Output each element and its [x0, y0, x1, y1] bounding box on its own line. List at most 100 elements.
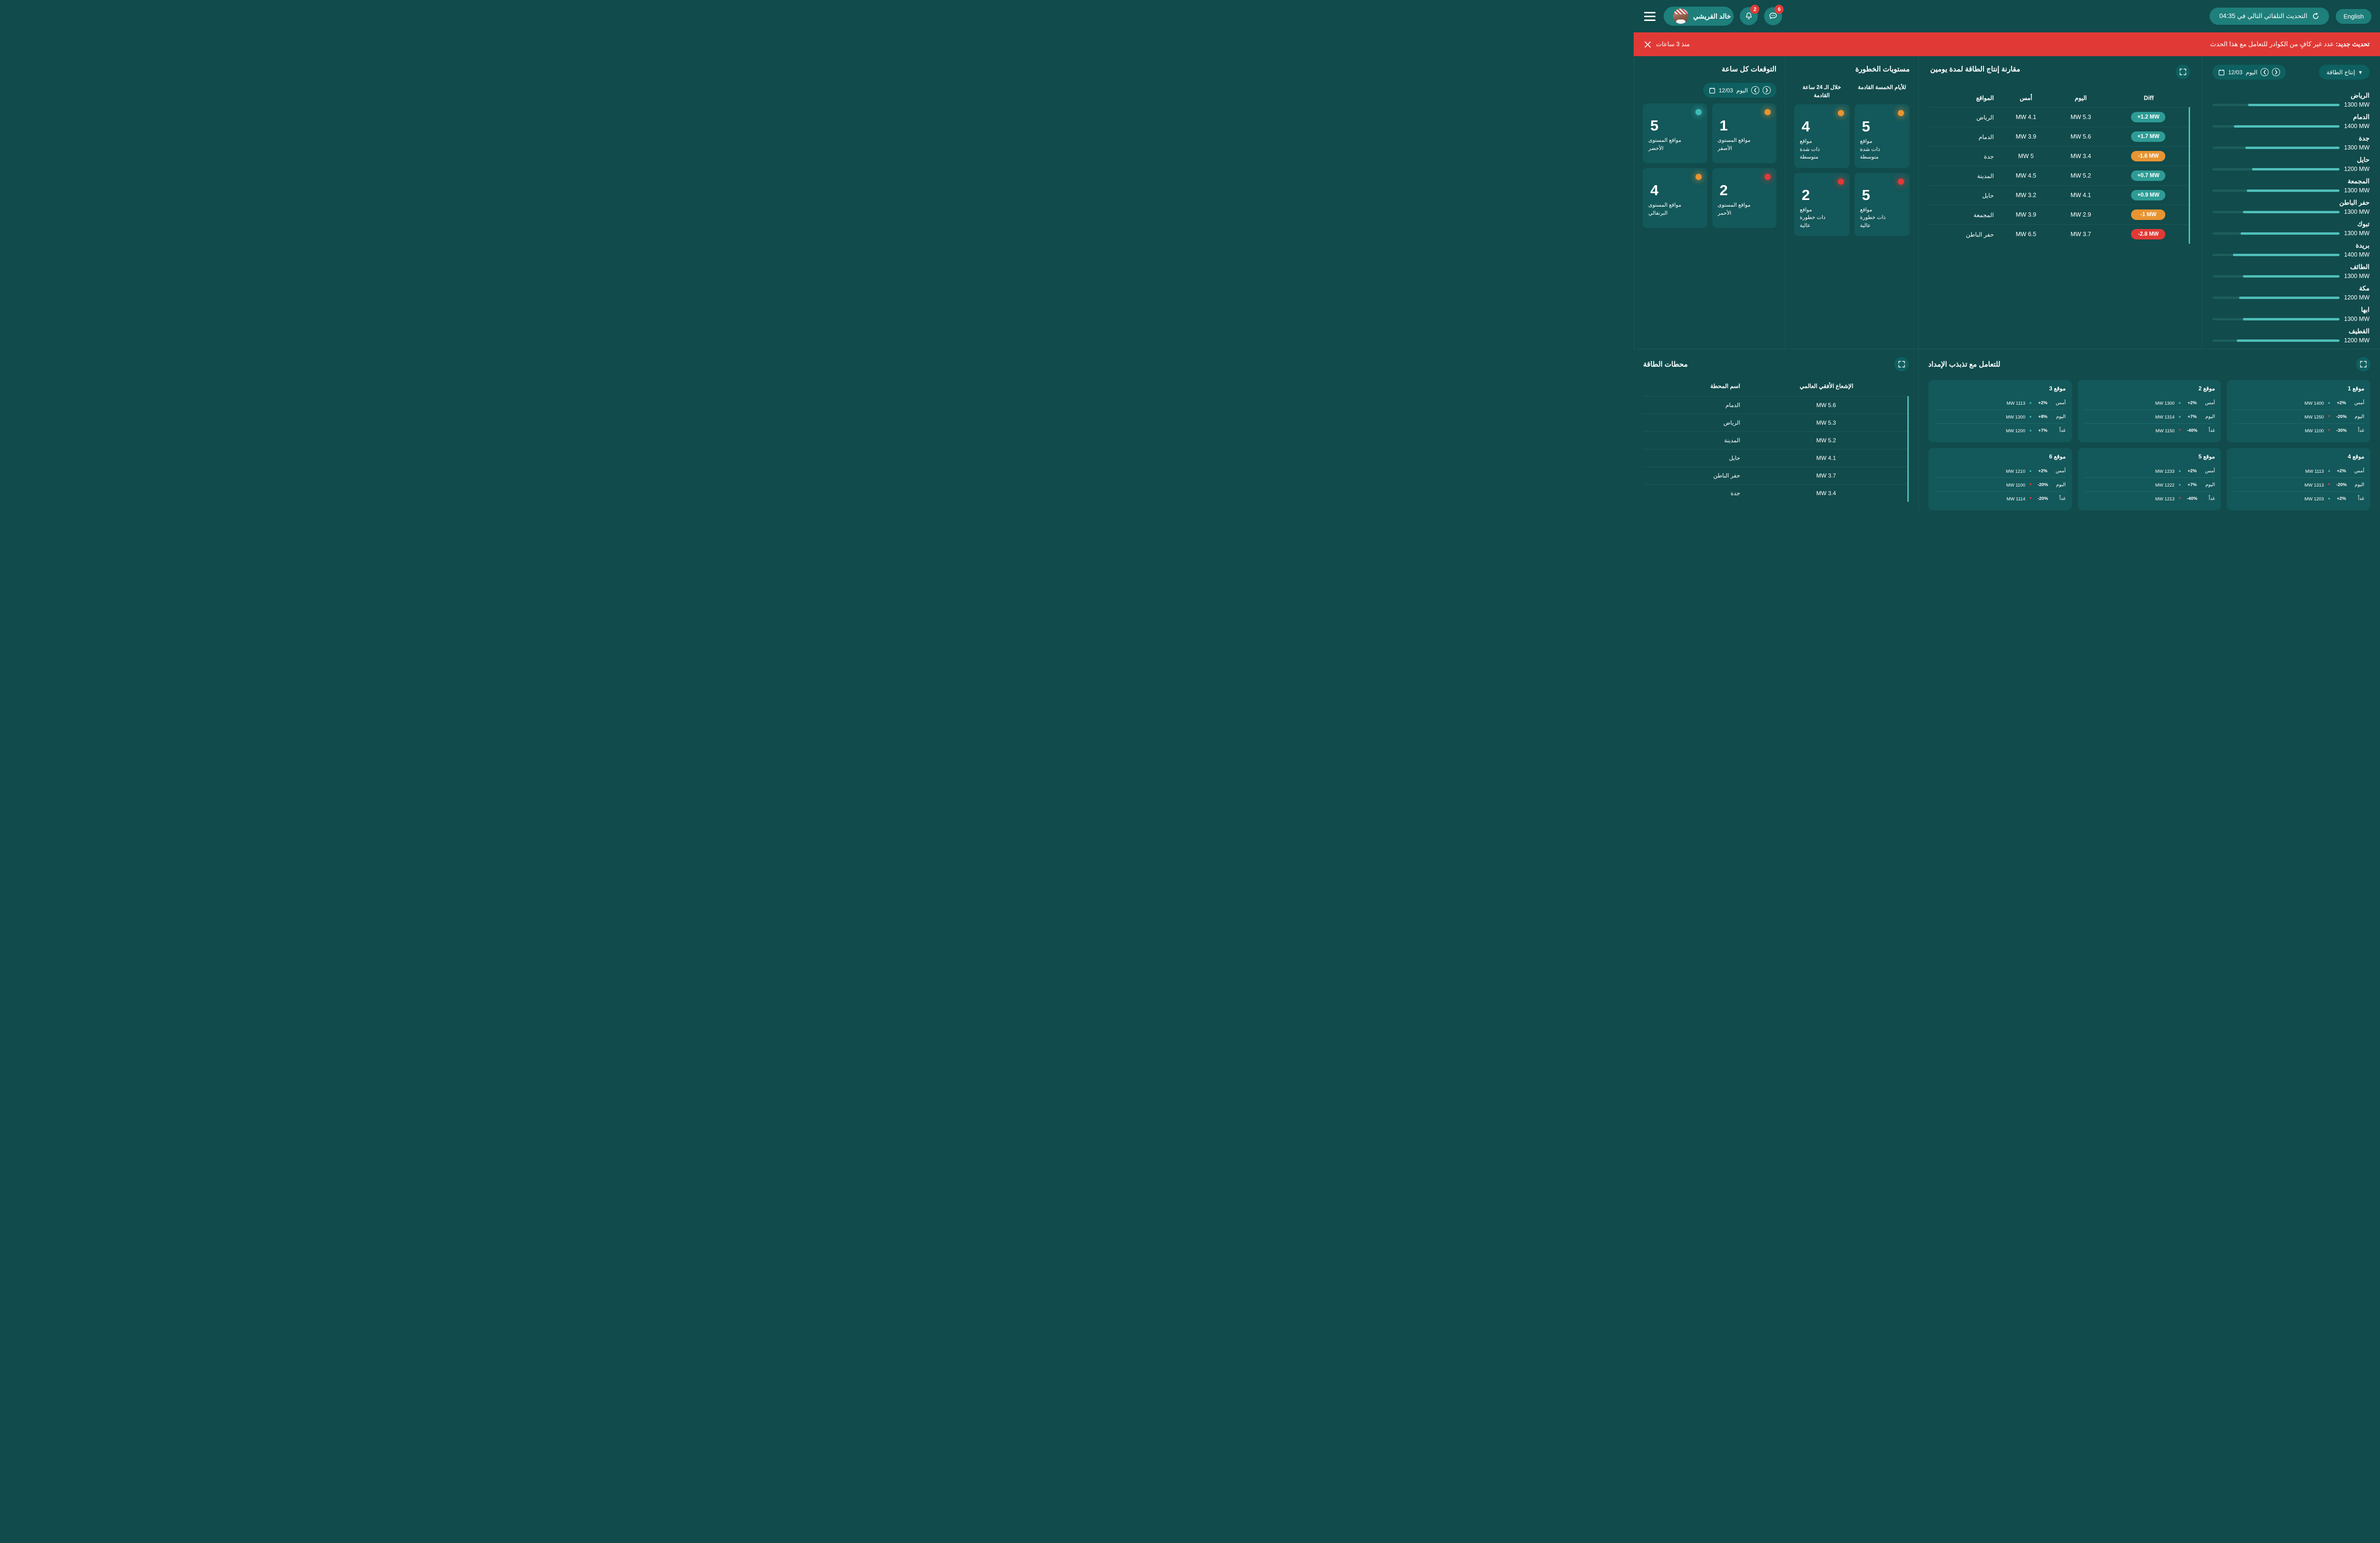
site-card[interactable]: موقع 4 أمس +2% ▲ 1113 MW اليوم -20% ▼ 13… — [2227, 448, 2370, 510]
next-day-icon[interactable]: ❯ — [1751, 86, 1759, 94]
site-card[interactable]: موقع 6 أمس +2% ▲ 1210 MW اليوم -20% ▼ 11… — [1928, 448, 2072, 510]
site-row: اليوم -20% ▼ 1313 MW — [2233, 478, 2364, 491]
messages-button[interactable]: 6 — [1764, 5, 1784, 25]
cell-diff: +1.2 MW — [2108, 107, 2190, 127]
site-change-pct: +7% — [2187, 482, 2197, 488]
arrow-up-icon: ▲ — [2327, 496, 2331, 500]
expand-comparison-button[interactable] — [2176, 65, 2190, 79]
comparison-title: مقارنة إنتاج الطاقة لمدة يومين — [1930, 65, 2021, 73]
bell-icon — [1746, 12, 1752, 20]
energy-bar-value: 1200 MW — [2344, 337, 2370, 344]
energy-production-panel: ▾ إنتاج الطاقة ❮ ❯ اليوم 12/03 الرياض 13… — [2202, 56, 2380, 349]
close-icon[interactable] — [1644, 41, 1651, 48]
cell-station-name: حايل — [1643, 449, 1745, 467]
site-mw-value: 1113 MW — [2305, 469, 2324, 474]
site-card[interactable]: موقع 2 أمس +2% ▲ 1300 MW اليوم +7% ▲ 131… — [2077, 380, 2221, 442]
cell-ghi: 5.6 MW — [1745, 396, 1909, 414]
site-day-label: غداً — [2209, 496, 2215, 501]
site-row: أمس +2% ▲ 1210 MW — [1934, 464, 2066, 478]
expand-stations-button[interactable] — [1894, 357, 1909, 371]
energy-bar-track — [2212, 146, 2340, 149]
site-row: اليوم +7% ▲ 1314 MW — [2083, 409, 2215, 423]
table-row[interactable]: 5.2 MW المدينة — [1643, 431, 1909, 449]
energy-date-picker[interactable]: ❮ ❯ اليوم 12/03 — [2212, 65, 2286, 80]
table-row[interactable]: +0.9 MW 4.1 MW 3.2 MW حايل — [1930, 185, 2190, 205]
risk-col-24h: خلال الـ 24 ساعة القادمة — [1802, 85, 1841, 99]
table-row[interactable]: 3.4 MW جدة — [1643, 484, 1909, 502]
table-row[interactable]: +1.7 MW 5.6 MW 3.9 MW الدمام — [1930, 127, 2190, 147]
auto-refresh-pill[interactable]: التحديث التلقائي التالي في 04:35 — [2210, 8, 2330, 25]
cell-location: المدينة — [1930, 166, 1999, 186]
site-card[interactable]: موقع 5 أمس +2% ▲ 1233 MW اليوم +7% ▲ 122… — [2077, 448, 2221, 510]
energy-bar-row: تبوك 1300 MW — [2212, 220, 2370, 237]
language-toggle-button[interactable]: English — [2336, 9, 2371, 24]
risk-card[interactable]: 4 مواقع ذات شدة متوسطة — [1794, 104, 1850, 168]
site-day-label: اليوم — [2205, 482, 2215, 488]
site-row: اليوم +8% ▲ 1300 MW — [1934, 409, 2066, 423]
forecast-card[interactable]: 1 مواقع المستوى الأصفر — [1712, 103, 1776, 163]
table-row[interactable]: -2.8 MW 3.7 MW 6.5 MW حفر الباطن — [1930, 224, 2190, 244]
site-meter: 1150 MW — [2084, 426, 2175, 435]
site-change-pct: +2% — [2038, 400, 2048, 406]
energy-bar-track — [2212, 275, 2340, 278]
expand-icon — [2180, 69, 2186, 75]
energy-bar-row: المجمعة 1300 MW — [2212, 178, 2370, 194]
col-location: المواقع — [1976, 95, 1994, 101]
energy-bar-fill — [2239, 296, 2340, 299]
cell-yesterday: 4.5 MW — [1998, 166, 2053, 186]
energy-bar-row: الطائف 1300 MW — [2212, 263, 2370, 279]
arrow-up-icon: ▲ — [2028, 428, 2033, 432]
site-mw-value: 1200 MW — [2006, 428, 2025, 434]
calendar-icon — [2219, 69, 2225, 75]
stations-table: الإشعاع الأفقي العالمي اسم المحطة 5.6 MW… — [1643, 379, 1909, 502]
site-mw-value: 1313 MW — [2304, 483, 2324, 488]
alert-dismiss[interactable]: منذ 3 ساعات — [1644, 40, 1690, 48]
calendar-icon — [1709, 87, 1715, 93]
risk-card[interactable]: 5 مواقع ذات شدة متوسطة — [1854, 104, 1910, 168]
site-row: اليوم +7% ▲ 1222 MW — [2083, 478, 2215, 491]
notifications-button[interactable]: 2 — [1740, 5, 1760, 25]
next-day-icon[interactable]: ❯ — [2261, 68, 2269, 76]
prev-day-icon[interactable]: ❮ — [2272, 68, 2281, 76]
table-row[interactable]: 5.6 MW الدمام — [1643, 396, 1909, 414]
site-change-pct: +2% — [2187, 468, 2197, 474]
site-mw-value: 1314 MW — [2155, 415, 2175, 420]
forecast-card[interactable]: 2 مواقع المستوى الأحمر — [1712, 168, 1776, 228]
table-row[interactable]: 5.3 MW الرياض — [1643, 414, 1909, 432]
table-row[interactable]: +0.7 MW 5.2 MW 4.5 MW المدينة — [1930, 166, 2190, 186]
refresh-icon — [2313, 12, 2319, 19]
energy-bar-row: الدمام 1400 MW — [2212, 113, 2370, 129]
cell-location: حفر الباطن — [1930, 224, 1999, 244]
energy-metric-dropdown[interactable]: ▾ إنتاج الطاقة — [2319, 65, 2370, 80]
risk-card[interactable]: 2 مواقع ذات خطورة عالية — [1794, 172, 1850, 237]
forecast-card[interactable]: 5 مواقع المستوى الأخضر — [1643, 103, 1707, 163]
table-row[interactable]: 4.1 MW حايل — [1643, 449, 1909, 467]
site-mw-value: 1300 MW — [2006, 415, 2025, 420]
expand-supply-button[interactable] — [2356, 357, 2370, 371]
cell-today: 5.2 MW — [2053, 166, 2108, 186]
diff-badge: -1 MW — [2131, 209, 2166, 220]
energy-bar-value: 1300 MW — [2344, 187, 2370, 194]
site-mw-value: 1150 MW — [2155, 428, 2175, 434]
site-card[interactable]: موقع 1 أمس +2% ▲ 1400 MW اليوم -20% ▼ 12… — [2227, 380, 2370, 442]
risk-card[interactable]: 5 مواقع ذات خطورة عالية — [1854, 172, 1910, 237]
energy-bar-city: بريدة — [2355, 242, 2370, 249]
risk-label: مواقع ذات خطورة عالية — [1860, 207, 1886, 229]
site-card[interactable]: موقع 3 أمس +2% ▲ 1113 MW اليوم +8% ▲ 130… — [1928, 380, 2072, 442]
user-profile-button[interactable]: خالد القريشي — [1664, 7, 1734, 26]
energy-bar-track — [2212, 125, 2340, 128]
table-row[interactable]: +1.2 MW 5.3 MW 4.1 MW الرياض — [1930, 107, 2190, 127]
site-meter: 1100 MW — [1934, 480, 2025, 489]
menu-button[interactable] — [1642, 10, 1657, 23]
energy-bar-value: 1200 MW — [2344, 166, 2370, 172]
site-day-label: أمس — [2205, 400, 2215, 406]
prev-day-icon[interactable]: ❮ — [1763, 86, 1771, 94]
arrow-down-icon: ▼ — [2178, 428, 2182, 432]
cell-location: الدمام — [1930, 127, 1999, 147]
forecast-date-picker[interactable]: ❮ ❯ اليوم 12/03 — [1703, 83, 1776, 98]
forecast-card[interactable]: 4 مواقع المستوى البرتقالي — [1643, 168, 1707, 228]
table-row[interactable]: 3.7 MW حفر الباطن — [1643, 467, 1909, 485]
table-row[interactable]: -1.6 MW 3.4 MW 5 MW جدة — [1930, 146, 2190, 166]
table-row[interactable]: -1 MW 2.9 MW 3.9 MW المجمعة — [1930, 205, 2190, 225]
risk-count: 2 — [1802, 186, 1810, 203]
